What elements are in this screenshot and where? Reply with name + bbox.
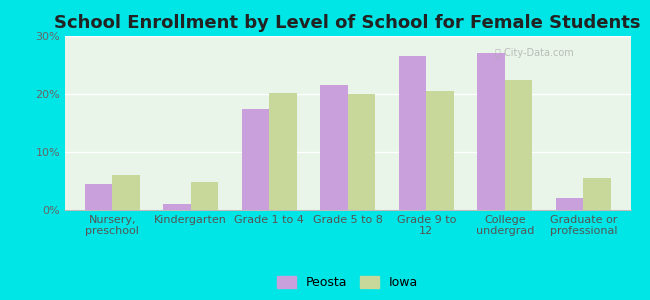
Bar <box>242 109 269 210</box>
Bar <box>269 93 296 210</box>
Title: School Enrollment by Level of School for Female Students: School Enrollment by Level of School for… <box>55 14 641 32</box>
Legend: Peosta, Iowa: Peosta, Iowa <box>272 271 423 294</box>
Bar <box>556 198 584 210</box>
Bar <box>112 175 140 210</box>
Bar <box>163 204 190 210</box>
Bar <box>477 53 505 210</box>
Bar <box>348 94 375 210</box>
Bar <box>505 80 532 210</box>
Bar <box>584 178 611 210</box>
Bar <box>190 182 218 210</box>
Bar <box>426 91 454 210</box>
Bar <box>399 56 426 210</box>
Text: ⛲ City-Data.com: ⛲ City-Data.com <box>495 48 573 58</box>
Bar <box>84 184 112 210</box>
Bar <box>320 85 348 210</box>
